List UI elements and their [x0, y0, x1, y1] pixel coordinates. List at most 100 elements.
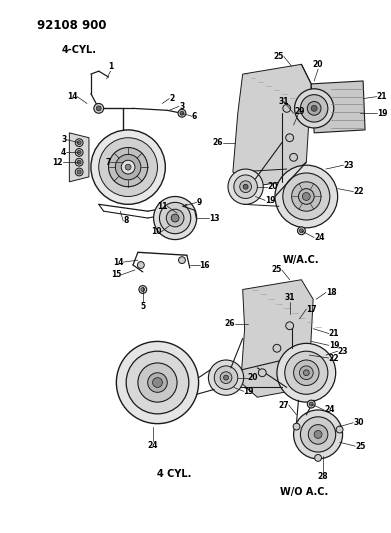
Circle shape — [275, 165, 338, 228]
Text: 26: 26 — [213, 138, 223, 147]
Polygon shape — [69, 133, 89, 182]
Circle shape — [298, 227, 305, 235]
Text: W/A.C.: W/A.C. — [283, 255, 320, 265]
Circle shape — [294, 89, 334, 128]
Circle shape — [126, 351, 189, 414]
Circle shape — [75, 158, 83, 166]
Text: 24: 24 — [314, 233, 325, 242]
Text: 4-CYL.: 4-CYL. — [62, 45, 97, 54]
Text: 18: 18 — [326, 288, 337, 297]
Text: 24: 24 — [324, 406, 334, 415]
Circle shape — [243, 184, 248, 189]
Text: 4: 4 — [61, 148, 66, 157]
Circle shape — [148, 373, 167, 392]
Circle shape — [258, 369, 266, 377]
Circle shape — [228, 169, 263, 204]
Circle shape — [300, 95, 328, 122]
Circle shape — [303, 370, 309, 376]
Circle shape — [178, 109, 186, 117]
Circle shape — [224, 375, 228, 380]
Text: 92108 900: 92108 900 — [37, 19, 107, 33]
Circle shape — [99, 138, 158, 197]
Circle shape — [292, 182, 321, 211]
Circle shape — [77, 141, 81, 144]
Circle shape — [285, 351, 328, 394]
Text: 3: 3 — [179, 102, 184, 111]
Text: 20: 20 — [248, 373, 258, 382]
Text: 25: 25 — [271, 265, 282, 274]
Text: 29: 29 — [294, 107, 305, 116]
Text: 31: 31 — [278, 97, 289, 106]
Text: 19: 19 — [377, 109, 387, 118]
Circle shape — [160, 203, 191, 233]
Text: 31: 31 — [284, 293, 295, 302]
Circle shape — [77, 170, 81, 174]
Circle shape — [152, 378, 162, 387]
Circle shape — [234, 175, 257, 198]
Text: 22: 22 — [329, 353, 339, 362]
Text: 19: 19 — [244, 387, 254, 396]
Circle shape — [336, 426, 343, 433]
Text: 20: 20 — [313, 60, 323, 69]
Circle shape — [309, 402, 313, 406]
Text: 16: 16 — [199, 261, 210, 270]
Circle shape — [91, 130, 165, 204]
Text: 21: 21 — [329, 329, 339, 338]
Text: 24: 24 — [147, 441, 158, 450]
Circle shape — [96, 106, 101, 111]
Text: 17: 17 — [306, 304, 317, 313]
Text: 25: 25 — [355, 442, 366, 451]
Text: 20: 20 — [267, 182, 278, 191]
Circle shape — [141, 287, 145, 292]
Circle shape — [290, 154, 298, 161]
Text: 1: 1 — [108, 62, 113, 71]
Text: 30: 30 — [353, 418, 364, 427]
Circle shape — [75, 149, 83, 156]
Circle shape — [286, 134, 294, 142]
Circle shape — [294, 410, 343, 459]
Polygon shape — [311, 81, 365, 133]
Polygon shape — [241, 280, 313, 397]
Circle shape — [125, 164, 131, 170]
Circle shape — [293, 423, 300, 430]
Text: 14: 14 — [113, 257, 123, 266]
Circle shape — [117, 342, 199, 424]
Text: 13: 13 — [210, 214, 220, 223]
Circle shape — [115, 155, 141, 180]
Text: 19: 19 — [329, 341, 339, 350]
Text: 25: 25 — [273, 52, 284, 61]
Circle shape — [154, 197, 197, 239]
Circle shape — [179, 257, 185, 263]
Circle shape — [208, 360, 244, 395]
Text: 7: 7 — [105, 158, 111, 167]
Text: 2: 2 — [169, 94, 174, 103]
Text: 26: 26 — [224, 319, 235, 328]
Circle shape — [180, 111, 184, 115]
Circle shape — [139, 286, 147, 294]
Text: 27: 27 — [278, 401, 289, 409]
Text: 15: 15 — [111, 270, 121, 279]
Text: 22: 22 — [353, 187, 364, 196]
Circle shape — [94, 103, 104, 113]
Circle shape — [307, 101, 321, 115]
Circle shape — [77, 150, 81, 155]
Circle shape — [121, 160, 135, 174]
Text: 14: 14 — [67, 92, 77, 101]
Text: 4 CYL.: 4 CYL. — [157, 469, 191, 479]
Circle shape — [75, 139, 83, 147]
Circle shape — [138, 363, 177, 402]
Text: 6: 6 — [192, 112, 197, 120]
Circle shape — [294, 360, 319, 385]
Text: 21: 21 — [377, 92, 387, 101]
Circle shape — [307, 400, 315, 408]
Circle shape — [277, 343, 336, 402]
Circle shape — [300, 417, 336, 452]
Circle shape — [286, 322, 294, 329]
Text: 19: 19 — [265, 196, 276, 205]
Text: 28: 28 — [317, 472, 328, 481]
Circle shape — [220, 372, 232, 384]
Circle shape — [315, 455, 321, 462]
Text: 23: 23 — [344, 160, 354, 169]
Circle shape — [314, 431, 322, 438]
Text: W/O A.C.: W/O A.C. — [280, 487, 328, 497]
